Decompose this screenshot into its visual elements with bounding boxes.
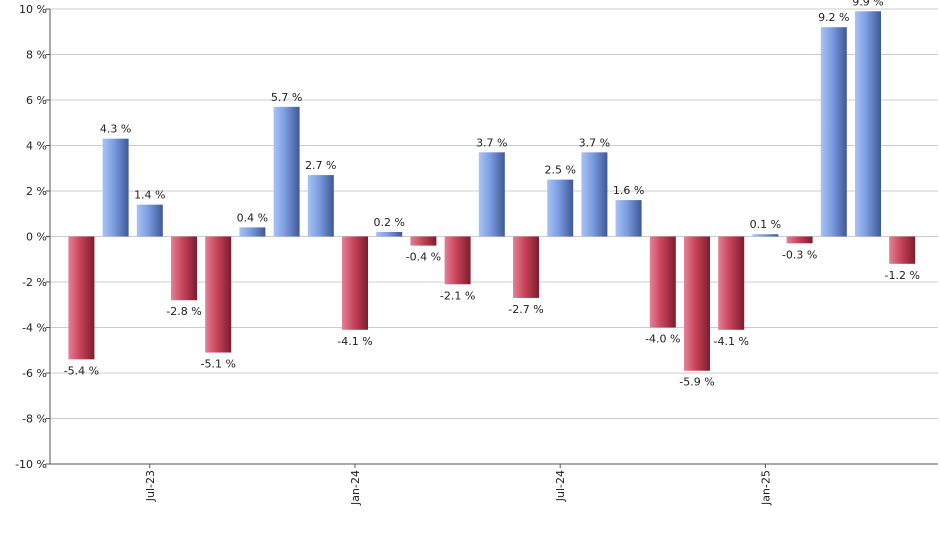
data-label: -2.7 % (508, 303, 543, 316)
data-label: -1.2 % (884, 269, 919, 282)
bar-Jun-23 (102, 138, 129, 237)
bar-Jan-25 (752, 234, 779, 237)
data-label: 2.7 % (305, 159, 336, 172)
bar-Oct-23 (239, 227, 266, 237)
data-label: -0.4 % (406, 251, 441, 264)
data-label: 0.1 % (750, 218, 781, 231)
x-tick-label: Jan-25 (759, 470, 772, 506)
data-label: 4.3 % (100, 123, 131, 136)
data-label: 2.5 % (544, 164, 575, 177)
data-label: 1.4 % (134, 189, 165, 202)
data-label: 3.7 % (476, 136, 507, 149)
y-tick-label: 10 % (19, 3, 47, 16)
data-label: -5.4 % (64, 364, 99, 377)
bar-Oct-24 (649, 236, 676, 328)
bars (68, 11, 916, 371)
y-tick-label: -2 % (22, 276, 47, 289)
data-label: 0.2 % (373, 216, 404, 229)
bar-Jul-24 (547, 179, 574, 237)
bar-Nov-24 (684, 236, 710, 371)
bar-Aug-23 (171, 236, 197, 301)
y-tick-label: -4 % (22, 322, 47, 335)
data-labels: -5.4 % 4.3 % 1.4 % -2.8 % -5.1 % 0.4 % 5.7 % 2.… (64, 0, 920, 389)
bar-Jan-24 (342, 236, 368, 330)
bar-May-25 (889, 236, 916, 264)
bar-May-24 (478, 152, 505, 237)
x-tick-label: Jul-24 (554, 470, 567, 502)
data-label: -4.1 % (337, 335, 372, 348)
bar-Aug-24 (581, 152, 608, 237)
bar-Mar-25 (820, 27, 847, 237)
y-tick-label: -6 % (22, 367, 47, 380)
bar-Feb-24 (376, 231, 403, 237)
data-label: 9.2 % (818, 11, 849, 24)
data-label: -2.1 % (440, 289, 475, 302)
data-label: -0.3 % (782, 248, 817, 261)
bar-Nov-23 (273, 106, 300, 237)
bar-Jun-24 (513, 236, 539, 298)
y-tick-label: 0 % (26, 231, 47, 244)
bar-Dec-23 (307, 175, 334, 237)
data-label: 5.7 % (271, 91, 302, 104)
data-label: 1.6 % (613, 184, 644, 197)
y-tick-label: 4 % (26, 140, 47, 153)
data-label: -4.1 % (713, 335, 748, 348)
axes: 10 % 8 % 6 % 4 % 2 % 0 % -2 % -4 % -6 % -8 % -10 %… (15, 3, 938, 506)
y-tick-label: 6 % (26, 94, 47, 107)
data-label: -5.1 % (200, 358, 235, 371)
x-tick-label: Jan-24 (349, 470, 362, 506)
data-label: 9.9 % (852, 0, 883, 8)
bar-Feb-25 (786, 236, 813, 244)
y-tick-label: -8 % (22, 413, 47, 426)
y-tick-label: 2 % (26, 185, 47, 198)
bar-Apr-25 (855, 11, 881, 237)
data-label: -4.0 % (645, 333, 680, 346)
data-label: -2.8 % (166, 305, 201, 318)
y-tick-label: 8 % (26, 49, 47, 62)
data-label: -5.9 % (679, 376, 714, 389)
data-label: 3.7 % (579, 136, 610, 149)
bar-Mar-24 (410, 236, 437, 246)
bar-May-23 (68, 236, 95, 360)
bar-Sep-24 (615, 200, 642, 237)
bar-Sep-23 (205, 236, 232, 353)
bar-Jul-23 (136, 204, 163, 237)
bar-Apr-24 (444, 236, 471, 285)
data-label: 0.4 % (237, 211, 268, 224)
y-tick-label: -10 % (15, 458, 47, 471)
bar-Dec-24 (718, 236, 745, 330)
x-tick-label: Jul-23 (144, 470, 157, 502)
